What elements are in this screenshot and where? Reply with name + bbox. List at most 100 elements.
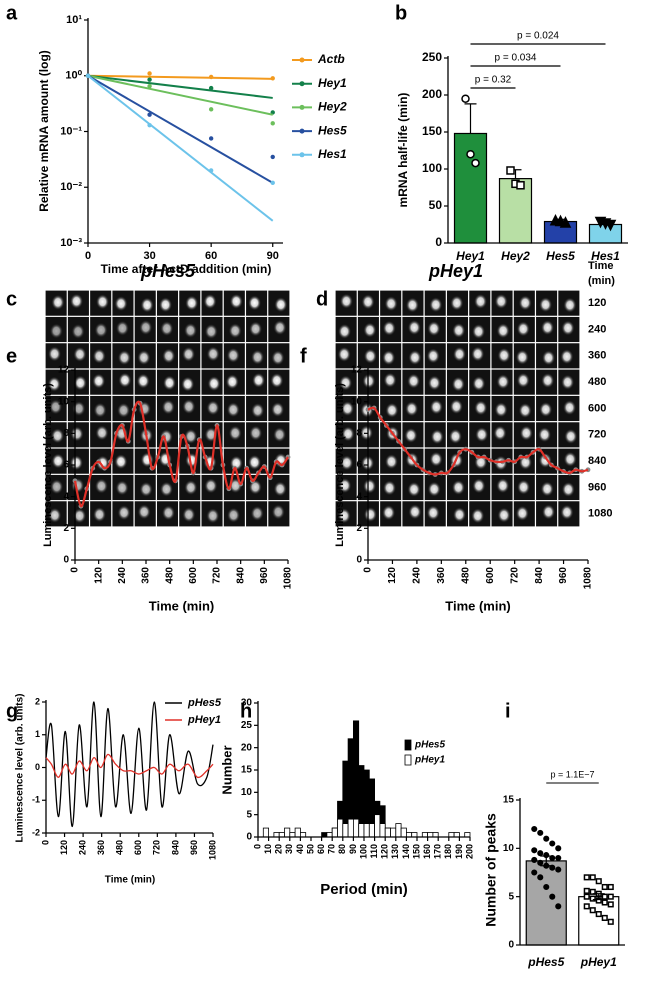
panel-letter: h [240, 700, 252, 722]
legend-marker [299, 81, 305, 87]
data-point [555, 866, 562, 873]
cell-nucleus [51, 453, 65, 469]
cell-nucleus [384, 296, 398, 312]
cell-nucleus [515, 349, 529, 365]
legend-marker [299, 152, 305, 158]
x-tick-label: 240 [117, 567, 128, 584]
y-tick-label: -2 [32, 827, 40, 837]
annotation: p = 1.1E−7 [550, 769, 594, 779]
cell-nucleus [563, 400, 577, 416]
cell-nucleus [383, 372, 397, 388]
cell-nucleus [497, 507, 511, 523]
cell-nucleus [339, 375, 353, 391]
cell-nucleus [407, 320, 421, 336]
cell-nucleus [139, 481, 153, 497]
x-tick-label: 600 [133, 840, 143, 855]
panel-letter: e [6, 345, 17, 367]
x-tick-label: 960 [259, 567, 270, 584]
y-tick-label: 0 [435, 235, 442, 249]
x-tick-label: 720 [212, 567, 223, 584]
histogram-bar [294, 827, 301, 838]
cell-nucleus [115, 480, 129, 496]
panel-letter: f [300, 345, 307, 367]
panel-letter: g [6, 700, 18, 722]
cell-nucleus [363, 478, 377, 494]
legend-swatch [404, 754, 412, 766]
histogram-bar [337, 818, 344, 838]
data-point [543, 835, 550, 842]
cell-nucleus [206, 400, 220, 416]
data-point [583, 887, 590, 894]
histogram-bar [405, 832, 413, 838]
legend-label: Hey1 [318, 76, 347, 90]
cell-nucleus [337, 508, 351, 524]
y-axis-label: mRNA half-life (min) [396, 93, 410, 208]
cell-nucleus [405, 297, 419, 313]
panel-title: pHes5 [140, 261, 196, 281]
data-point [583, 874, 590, 881]
histogram-bar [278, 832, 285, 838]
x-tick-label: 840 [235, 567, 246, 584]
y-tick-label: 8 [63, 428, 69, 439]
histogram-bar [390, 827, 397, 838]
x-tick-label: 120 [380, 844, 390, 859]
x-tick-label: 160 [422, 844, 432, 859]
y-tick-label: 1 [35, 729, 40, 739]
cell-nucleus [519, 425, 533, 441]
cell-nucleus [49, 323, 63, 339]
cell-nucleus [338, 478, 352, 494]
histogram-bar [289, 832, 296, 838]
row-label: 600 [588, 402, 606, 414]
cell-nucleus [538, 452, 552, 468]
x-tick-label: Hey2 [501, 249, 530, 263]
cell-nucleus [273, 320, 287, 336]
data-point [466, 149, 475, 159]
cell-nucleus [474, 293, 488, 309]
cell-nucleus [273, 481, 287, 497]
cell-nucleus [471, 346, 485, 362]
panel-letter: d [316, 288, 328, 310]
cell-nucleus [94, 322, 108, 338]
cell-nucleus [226, 402, 240, 418]
row-label: 240 [588, 323, 606, 335]
legend-label: pHes5 [414, 740, 445, 751]
cell-nucleus [361, 294, 375, 310]
data-point [583, 903, 590, 910]
data-line [45, 753, 214, 779]
cell-nucleus [69, 455, 83, 471]
cell-nucleus [472, 376, 486, 392]
y-tick-label: 12 [58, 365, 70, 376]
y-tick-label: 10 [503, 843, 515, 854]
histogram-bar [411, 832, 418, 838]
cell-nucleus [341, 401, 355, 417]
y-tick-label: 2 [63, 523, 69, 534]
y-tick-label: 10⁻¹ [60, 125, 82, 137]
data-point [604, 219, 617, 232]
data-point [531, 847, 538, 854]
y-axis-label: Luminescence level (arb. units) [334, 383, 346, 547]
cell-nucleus [541, 320, 555, 336]
data-point [270, 121, 275, 126]
x-tick-label: 840 [534, 567, 545, 584]
cell-nucleus [515, 505, 529, 521]
y-axis-label: Number [219, 745, 234, 794]
cell-nucleus [449, 428, 463, 444]
cell-nucleus [182, 346, 196, 362]
x-tick-label: 0 [40, 840, 50, 845]
cell-nucleus [161, 505, 175, 521]
cell-nucleus [161, 399, 175, 415]
cell-nucleus [251, 402, 265, 418]
x-tick-label: 480 [164, 567, 175, 584]
panel-letter: a [6, 2, 18, 24]
cell-nucleus [160, 481, 174, 497]
x-tick-label: 150 [411, 844, 421, 859]
x-tick-label: 0 [70, 567, 81, 573]
cell-nucleus [140, 297, 154, 313]
data-point [537, 850, 544, 857]
cell-nucleus [248, 454, 262, 470]
cell-nucleus [271, 350, 285, 366]
x-tick-label: 80 [337, 844, 347, 854]
data-point [461, 94, 470, 103]
x-tick-label: 130 [390, 844, 400, 859]
x-tick-label: Hey1 [456, 249, 485, 263]
